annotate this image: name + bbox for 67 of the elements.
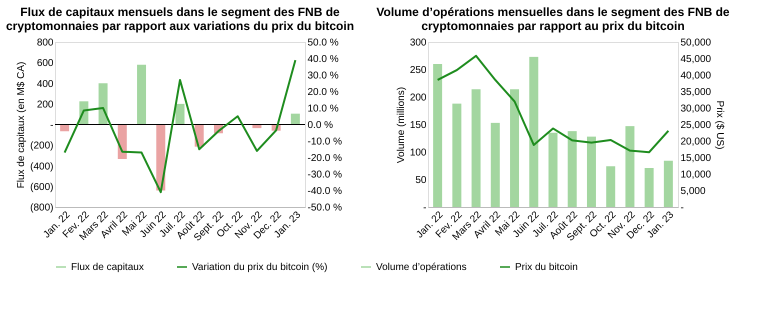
y-tick-label: 50 [415,175,427,186]
y-axis-title: Flux de capitaux (en M$ CA) [16,62,28,188]
bar [625,126,634,207]
bar [472,89,481,207]
y-tick-label: 300 [410,38,427,48]
y-tick-label: 200 [36,99,54,110]
y2-tick-label: 50,000 [680,38,712,48]
chart-title: Flux de capitaux mensuels dans le segment des FNB de cryptomonnaies par rapport aux variations du prix du bitcoin [6,5,354,33]
bar [568,131,577,207]
y2-tick-label: 15,000 [680,153,712,164]
legend-label: Volume d’opérations [376,262,467,273]
y-axis-title: Volume (millions) [396,86,407,164]
bar [529,56,538,207]
legend-label: Variation du prix du bitcoin (%) [192,262,328,273]
y2-tick-label: 50.0 % [308,38,339,48]
bar [586,136,596,207]
y-tick-label: (200) [30,140,54,152]
legend-label: Flux de capitaux [71,262,144,273]
y2-tick-label: -30.0 % [308,170,342,180]
y2-tick-label: 0.0 % [308,120,334,131]
y2-tick-label: 10.0 % [308,104,339,114]
bar [606,166,616,207]
bar [644,168,654,207]
bar [176,104,184,124]
y-tick-label: (800) [30,202,54,214]
y2-tick-label: 30.0 % [308,70,339,82]
y-tick-label: 250 [410,65,427,76]
bar [137,64,146,124]
legend-label: Prix du bitcoin [515,262,578,273]
y-tick-label: 150 [410,120,427,131]
bar [98,83,108,124]
y2-tick-label: 45,000 [680,54,712,65]
y-tick-label: 600 [36,58,54,70]
y-tick-label: (400) [30,161,54,172]
y2-axis-title: Prix ($ US) [714,100,726,150]
y2-tick-label: 35,000 [680,87,712,98]
y2-tick-label: 25,000 [680,120,712,131]
chart-title: Volume d’opérations mensuelles dans le segment des FNB de cryptomonnaies par rapport au prix du bitcoin [376,5,730,33]
bar [664,160,673,207]
y2-tick-label: -20.0 % [308,153,342,164]
y2-tick-label: 40.0 % [308,54,339,65]
y-tick-label: - [423,202,426,214]
y-tick-label: 400 [36,78,54,90]
y-tick-label: - [50,120,54,131]
bar [510,89,520,207]
bar [433,64,442,207]
y2-tick-label: -10.0 % [308,136,342,148]
y-tick-label: 100 [410,148,427,158]
y-tick-label: 200 [410,92,427,104]
bar [290,114,300,124]
bar [490,122,500,207]
line-series [64,59,296,194]
y2-tick-label: -40.0 % [308,186,342,197]
y2-tick-label: 20.0 % [308,87,339,98]
bar [60,124,70,132]
y2-tick-label: -50.0 % [308,202,342,214]
bar [548,132,558,207]
y-tick-label: (600) [30,182,54,193]
y2-tick-label: 40,000 [680,70,712,82]
y2-tick-label: 30,000 [680,104,712,114]
y-tick-label: 800 [36,38,54,48]
y2-tick-label: 20,000 [680,136,712,148]
bar [452,104,462,207]
y2-tick-label: 10,000 [680,170,712,180]
line-series [436,54,670,154]
y2-tick-label: 5,000 [680,186,706,197]
y2-tick-label: - [680,202,684,214]
